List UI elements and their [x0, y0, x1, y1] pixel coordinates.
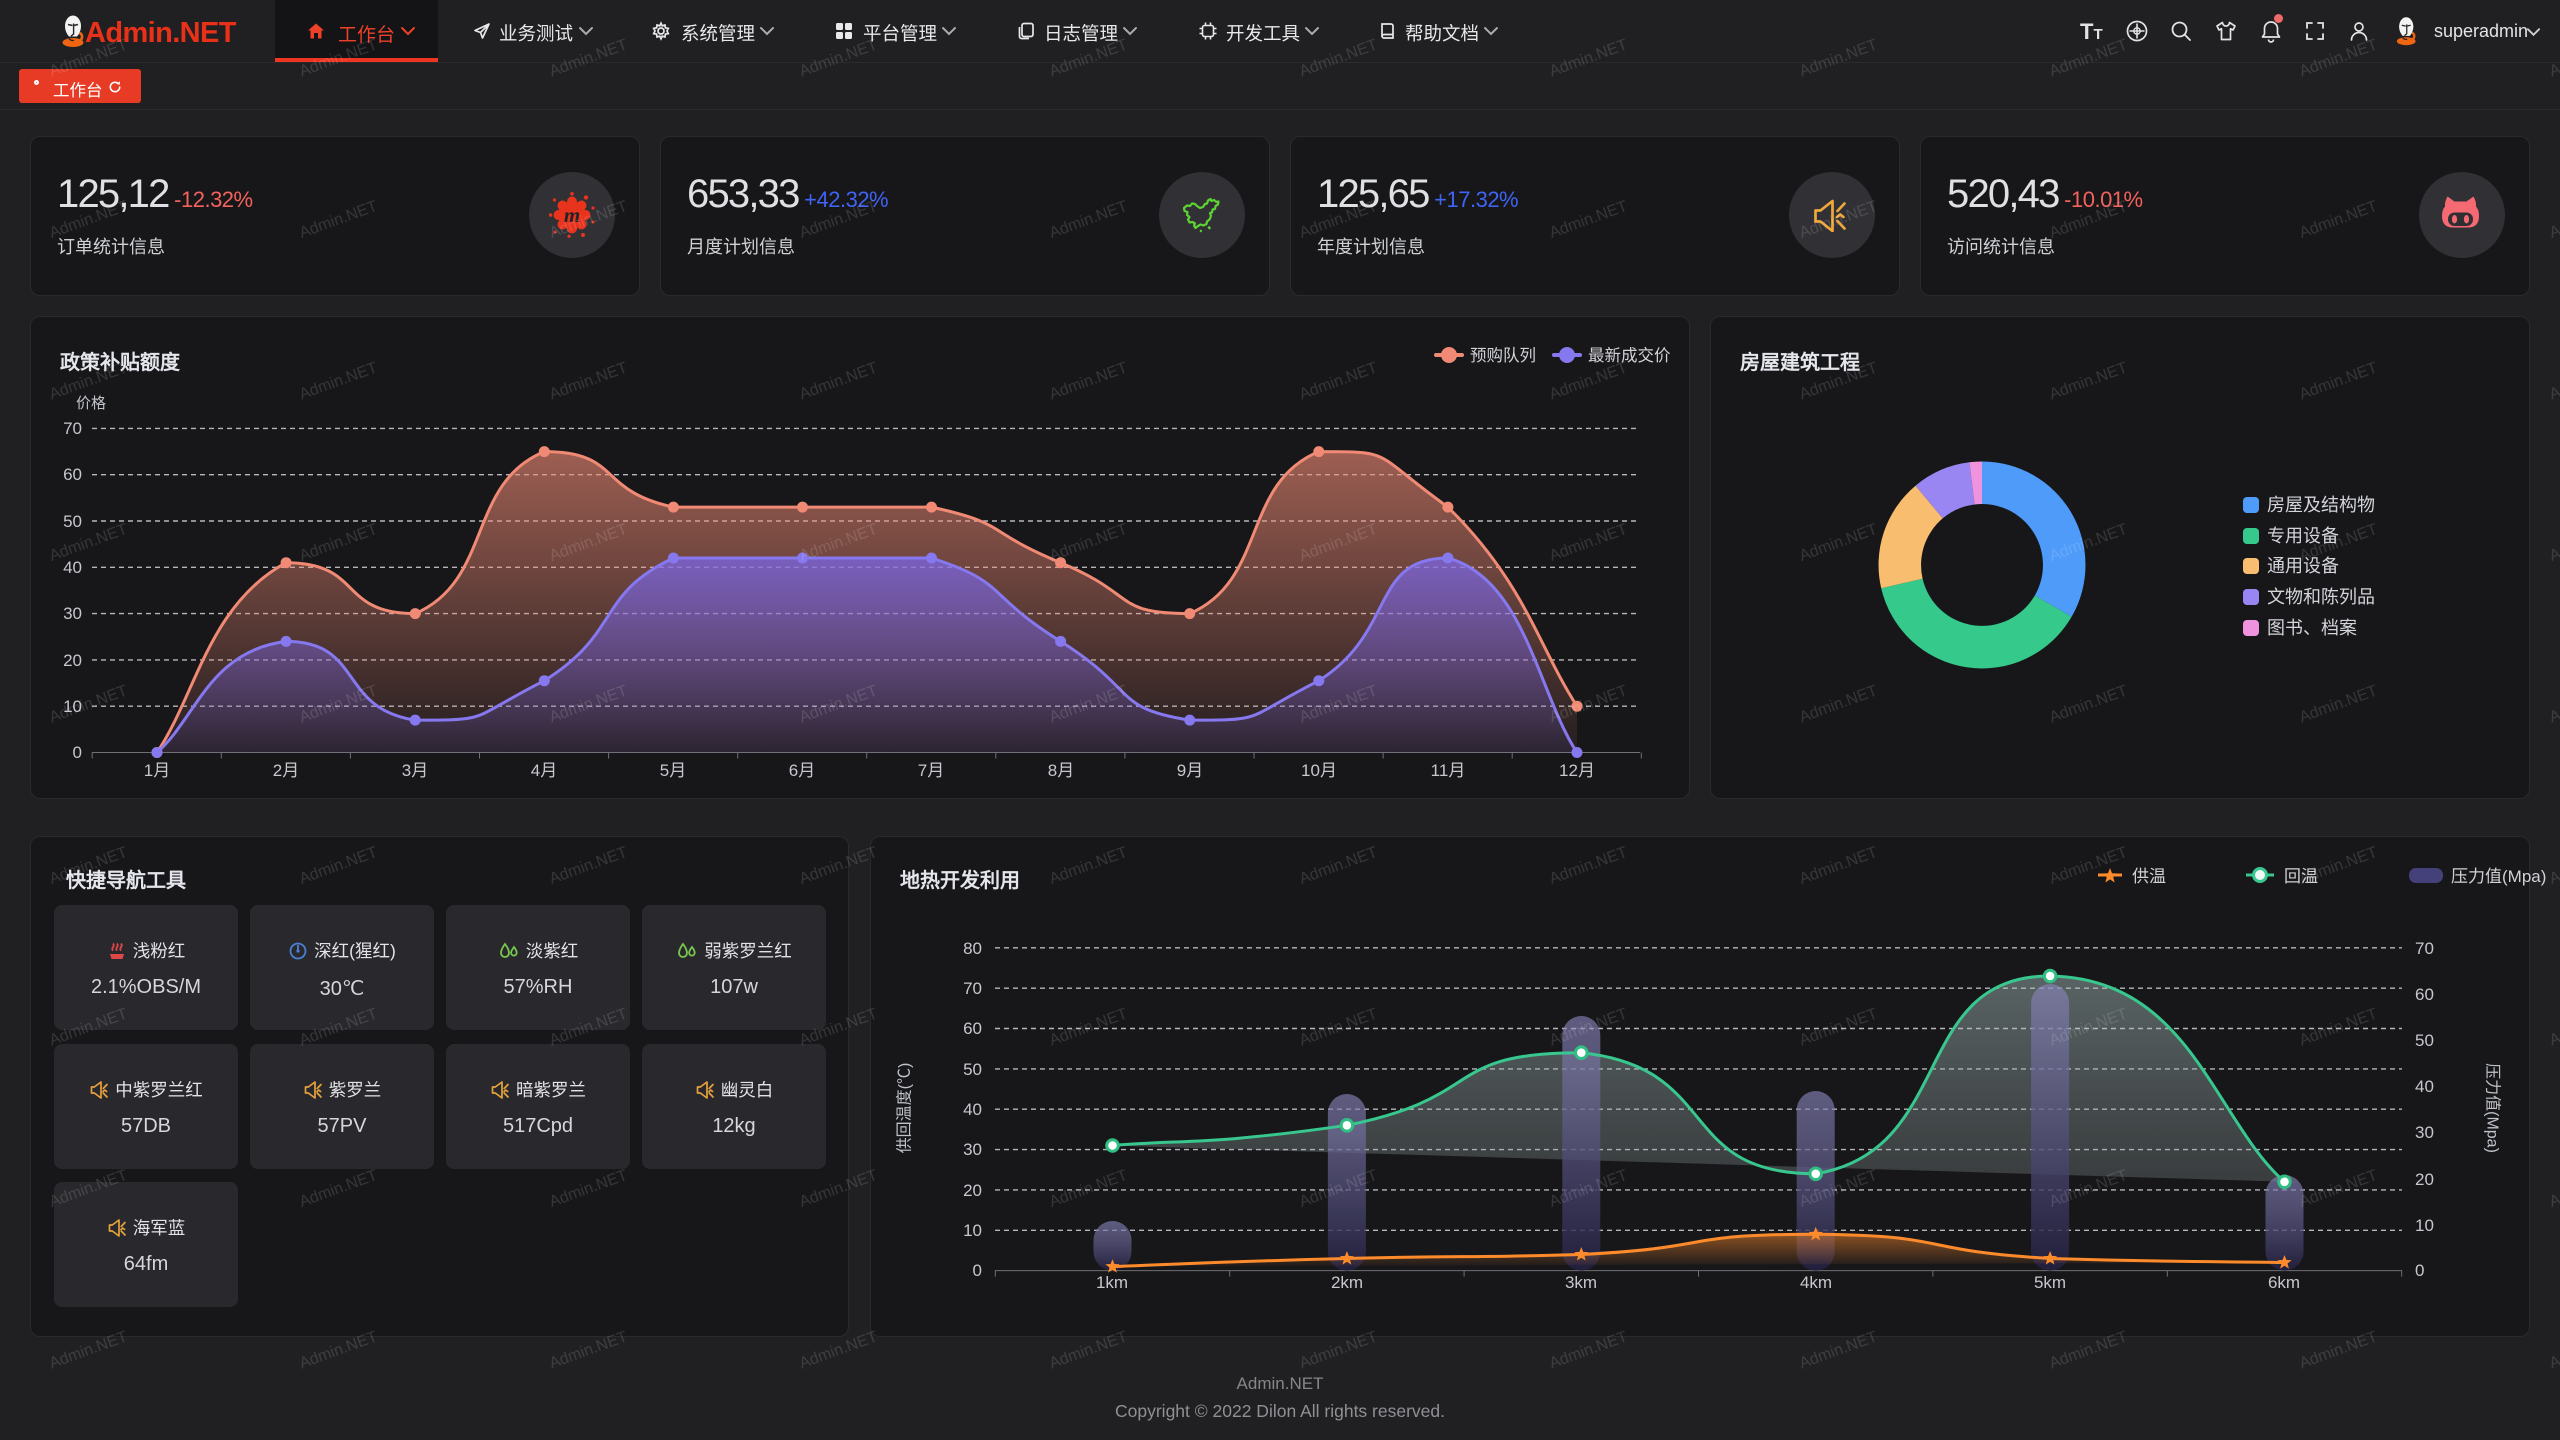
svg-text:20: 20 — [63, 651, 82, 670]
svg-text:通用设备: 通用设备 — [2267, 556, 2339, 576]
svg-text:20: 20 — [963, 1181, 982, 1200]
svg-text:专用设备: 专用设备 — [2267, 526, 2339, 546]
svg-text:10月: 10月 — [1301, 761, 1337, 780]
svg-text:房屋及结构物: 房屋及结构物 — [2267, 495, 2375, 515]
svg-text:图书、档案: 图书、档案 — [2267, 618, 2357, 638]
svg-text:最新成交价: 最新成交价 — [1588, 346, 1671, 365]
svg-text:8月: 8月 — [1048, 761, 1074, 780]
svg-text:50: 50 — [963, 1060, 982, 1079]
svg-text:70: 70 — [2415, 939, 2434, 958]
svg-text:0: 0 — [2415, 1261, 2424, 1280]
svg-text:6月: 6月 — [789, 761, 815, 780]
svg-text:12月: 12月 — [1559, 761, 1595, 780]
svg-text:1km: 1km — [1096, 1273, 1128, 1292]
svg-text:80: 80 — [963, 939, 982, 958]
svg-text:10: 10 — [2415, 1216, 2434, 1235]
svg-text:0: 0 — [973, 1261, 982, 1280]
svg-text:11月: 11月 — [1431, 761, 1466, 780]
svg-text:供温: 供温 — [2132, 867, 2166, 886]
svg-text:70: 70 — [63, 419, 82, 438]
svg-text:60: 60 — [2415, 985, 2434, 1004]
svg-text:30: 30 — [963, 1140, 982, 1159]
svg-text:40: 40 — [63, 558, 82, 577]
svg-text:60: 60 — [63, 465, 82, 484]
svg-text:50: 50 — [63, 512, 82, 531]
svg-text:4月: 4月 — [531, 761, 557, 780]
svg-text:压力值(Mpa): 压力值(Mpa) — [2484, 1063, 2502, 1153]
svg-text:m: m — [564, 203, 580, 227]
svg-text:7月: 7月 — [918, 761, 944, 780]
svg-text:回温: 回温 — [2284, 867, 2318, 886]
svg-text:40: 40 — [2415, 1077, 2434, 1096]
svg-text:60: 60 — [963, 1019, 982, 1038]
svg-text:压力值(Mpa): 压力值(Mpa) — [2451, 867, 2546, 886]
svg-text:预购队列: 预购队列 — [1470, 346, 1536, 365]
svg-text:6km: 6km — [2268, 1273, 2300, 1292]
svg-text:3月: 3月 — [402, 761, 428, 780]
svg-text:0: 0 — [73, 743, 82, 762]
svg-text:50: 50 — [2415, 1031, 2434, 1050]
svg-text:10: 10 — [63, 697, 82, 716]
svg-text:20: 20 — [2415, 1170, 2434, 1189]
svg-text:30: 30 — [63, 604, 82, 623]
svg-text:40: 40 — [963, 1100, 982, 1119]
svg-text:供回温度(℃): 供回温度(℃) — [896, 1063, 914, 1154]
svg-text:文物和陈列品: 文物和陈列品 — [2267, 587, 2375, 607]
svg-text:70: 70 — [963, 979, 982, 998]
svg-text:30: 30 — [2415, 1123, 2434, 1142]
svg-text:9月: 9月 — [1177, 761, 1203, 780]
svg-text:5km: 5km — [2034, 1273, 2066, 1292]
svg-text:3km: 3km — [1565, 1273, 1597, 1292]
svg-text:价格: 价格 — [76, 395, 106, 412]
svg-text:1月: 1月 — [144, 761, 170, 780]
svg-text:4km: 4km — [1800, 1273, 1832, 1292]
svg-text:2km: 2km — [1331, 1273, 1363, 1292]
svg-text:2月: 2月 — [273, 761, 299, 780]
svg-text:10: 10 — [963, 1221, 982, 1240]
svg-text:5月: 5月 — [660, 761, 686, 780]
